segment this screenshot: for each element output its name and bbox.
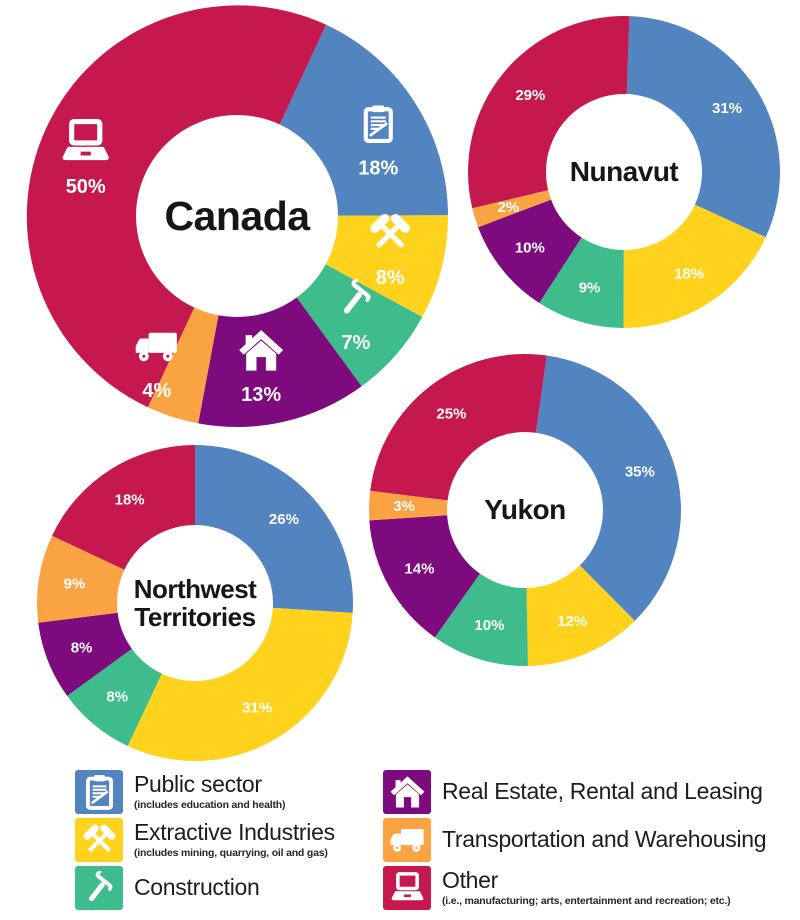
segment-real_estate [478,199,582,303]
segment-public_sector [535,355,681,621]
segment-extractive [325,215,448,317]
legend-item-transportation: Transportation and Warehousing [383,818,767,862]
segment-other [370,354,547,501]
legend-sublabel: (includes education and health) [134,798,286,811]
segment-value-label: 12% [557,613,587,630]
crossed-tools-icon [75,818,123,862]
legend-label: Public sector [134,771,262,798]
segment-other [52,445,195,570]
segment-value-label: 50% [66,176,106,198]
segment-real_estate [369,515,480,638]
segment-public_sector [626,16,780,238]
segment-value-label: 10% [474,617,504,634]
segment-extractive [127,607,353,761]
legend-item-extractive-industries: Extractive Industries (includes mining, … [75,818,335,862]
legend-sublabel: (includes mining, quarrying, oil and gas… [134,846,328,859]
segment-value-label: 18% [358,157,398,179]
segment-value-label: 26% [269,511,299,528]
legend-label: Transportation and Warehousing [442,826,767,853]
donut-chart-canada: 18% 8% 7% 13% 4% 50% [26,5,448,427]
legend-item-construction: Construction [75,866,260,910]
donut-svg: 31% 18% 9% 10% 2% 29% [468,16,780,328]
donut-svg: 26% 31% 8% 8% 9% 18% [37,445,353,761]
segment-value-label: 8% [376,267,405,289]
segment-extractive [526,565,635,666]
segment-value-label: 13% [241,384,281,406]
segment-transportation [147,307,219,424]
laptop-icon [383,866,431,910]
segment-real_estate [198,297,362,427]
segment-value-label: 9% [579,279,601,296]
segment-value-label: 35% [625,463,655,480]
segment-public_sector [195,445,353,613]
segment-value-label: 29% [515,87,545,104]
segment-transportation [369,490,448,521]
segment-value-label: 31% [712,100,742,117]
segment-transportation [37,535,125,623]
segment-construction [539,237,624,328]
segment-value-label: 14% [404,561,434,578]
legend-sublabel: (i.e., manufacturing; arts, entertainmen… [442,894,731,907]
segment-value-label: 9% [64,575,86,592]
donut-chart-nunavut: 31% 18% 9% 10% 2% 29% [468,16,780,328]
clipboard-icon [75,770,123,814]
segment-extractive [623,204,766,328]
segment-real_estate [38,612,132,696]
hammer-icon [75,866,123,910]
segment-value-label: 18% [674,265,704,282]
segment-value-label: 31% [242,700,272,717]
segment-value-label: 3% [393,498,415,515]
truck-icon [383,818,431,862]
donut-svg: 18% 8% 7% 13% 4% 50% [26,5,448,427]
legend-label: Construction [134,874,260,901]
segment-value-label: 10% [515,239,545,256]
donut-chart-yukon: 35% 12% 10% 14% 3% 25% [369,354,681,666]
segment-other [468,16,630,209]
legend-label: Other [442,867,499,894]
segment-value-label: 25% [436,405,466,422]
segment-construction [296,264,423,387]
segment-construction [434,573,528,666]
segment-value-label: 8% [106,689,128,706]
segment-value-label: 2% [497,199,519,216]
legend-item-real-estate: Real Estate, Rental and Leasing [383,770,763,814]
donut-svg: 35% 12% 10% 14% 3% 25% [369,354,681,666]
segment-value-label: 18% [115,491,145,508]
segment-other [26,5,327,408]
house-icon [383,770,431,814]
segment-value-label: 8% [71,639,93,656]
legend-item-other: Other (i.e., manufacturing; arts, entert… [383,866,731,910]
segment-transportation [472,190,552,228]
segment-construction [67,648,162,746]
legend-item-public-sector: Public sector (includes education and he… [75,770,286,814]
segment-value-label: 7% [341,332,370,354]
legend-label: Real Estate, Rental and Leasing [442,778,763,805]
segment-value-label: 4% [142,380,171,402]
legend-label: Extractive Industries [134,819,335,846]
donut-chart-northwest-territories: 26% 31% 8% 8% 9% 18% [37,445,353,761]
